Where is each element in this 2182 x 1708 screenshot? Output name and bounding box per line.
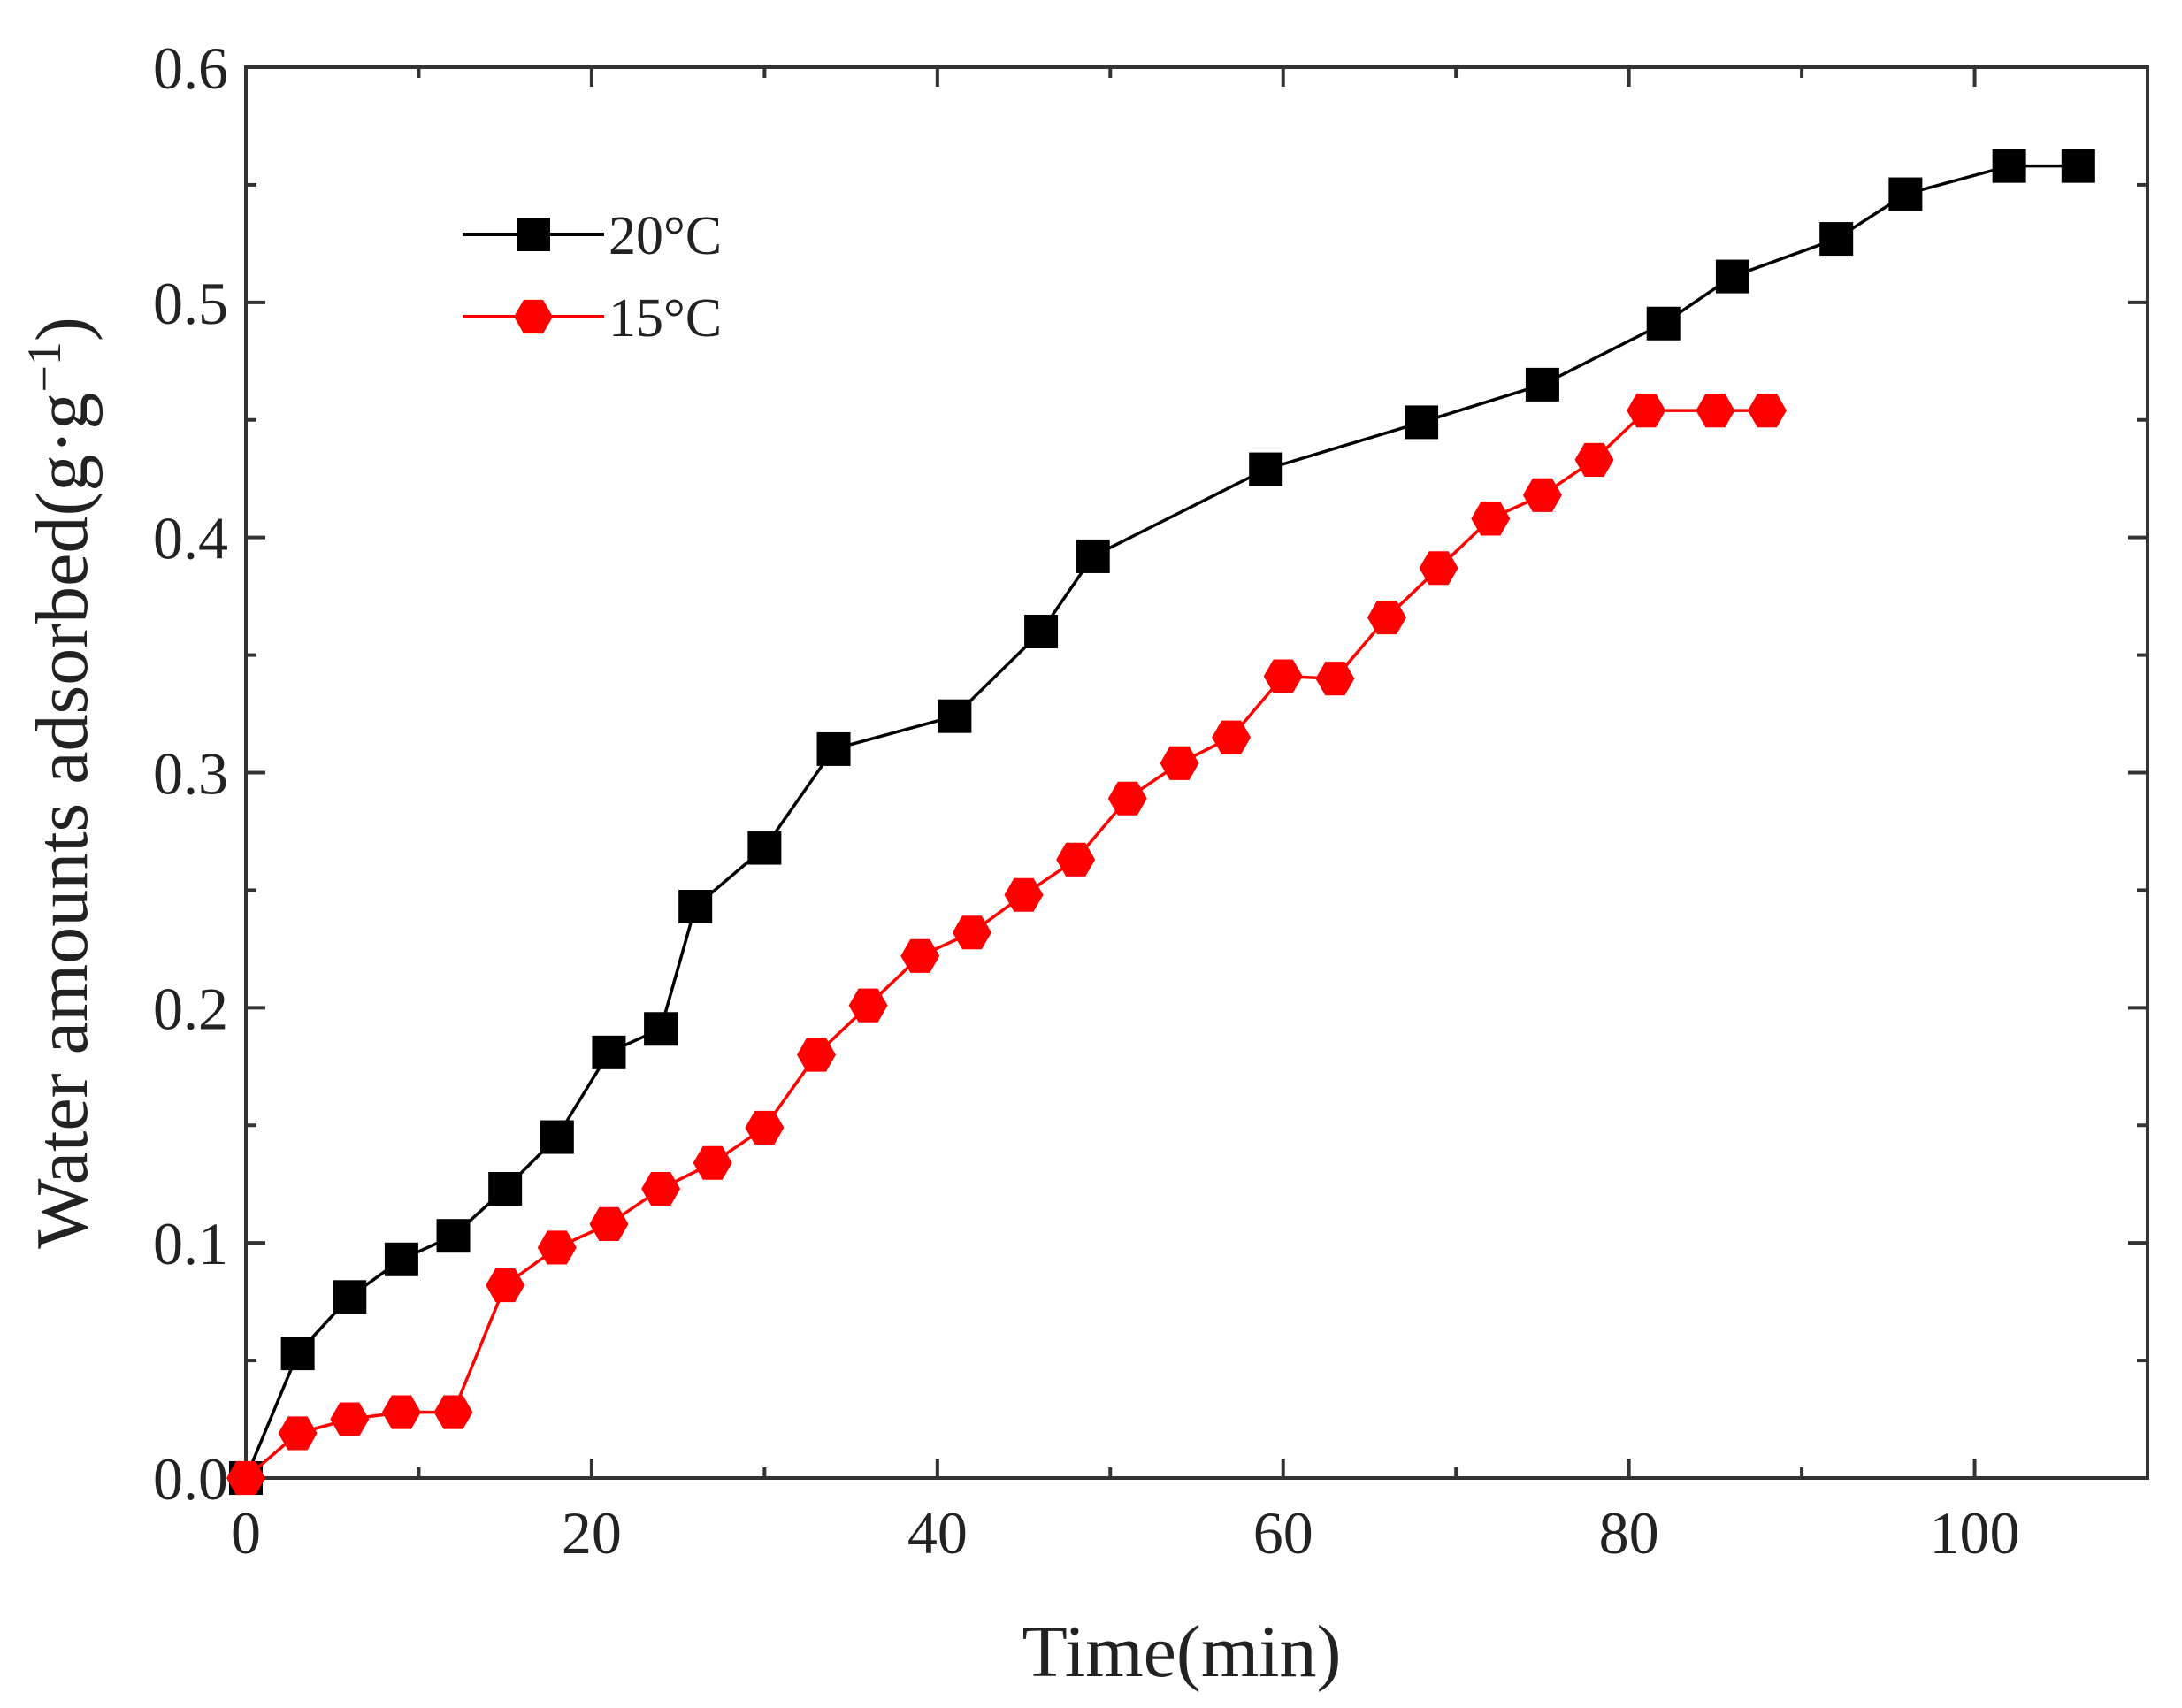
data-point [1263, 659, 1303, 693]
data-point [1646, 306, 1681, 341]
x-tick-label: 0 [231, 1499, 261, 1566]
data-point [952, 915, 991, 950]
x-axis-label: Time(min) [1022, 1611, 1342, 1693]
data-point [1212, 720, 1252, 754]
data-point [1627, 394, 1666, 428]
data-point [1160, 746, 1199, 780]
y-axis-ticks: 0.0 0.1 0.2 0.3 0.4 0.5 0.6 [153, 34, 2148, 1513]
series-layer [226, 149, 2095, 1496]
data-point [433, 1395, 473, 1429]
data-point [280, 1337, 315, 1371]
data-point [592, 1035, 626, 1069]
data-point [938, 699, 972, 733]
data-point [797, 1038, 836, 1072]
data-point [1249, 452, 1283, 486]
data-point [816, 731, 851, 766]
data-point [381, 1395, 421, 1429]
data-point [1696, 394, 1735, 428]
data-point [1574, 442, 1614, 477]
y-tick-label: 0.1 [153, 1210, 228, 1277]
data-point [641, 1172, 681, 1206]
x-axis-ticks: 0 20 40 60 80 100 [231, 67, 2020, 1566]
legend-marker [514, 299, 553, 334]
data-point [1004, 877, 1044, 912]
y-tick-label: 0.2 [153, 975, 228, 1042]
data-point [384, 1242, 418, 1276]
data-point [678, 890, 713, 924]
data-point [693, 1145, 732, 1180]
x-tick-label: 100 [1930, 1499, 2020, 1566]
data-point [1522, 478, 1562, 512]
legend: 20°C 15°C [463, 206, 722, 348]
data-point [1992, 149, 2026, 183]
legend-entry: 15°C [463, 288, 722, 348]
y-tick-label: 0.0 [153, 1445, 228, 1513]
y-tick-label: 0.4 [153, 505, 228, 572]
x-tick-label: 80 [1599, 1499, 1659, 1566]
data-point [1525, 367, 1559, 402]
series-red [226, 394, 1787, 1496]
data-point [1056, 842, 1096, 877]
data-point [1748, 394, 1787, 428]
series-line [244, 409, 1767, 1480]
data-point [1888, 177, 1923, 211]
data-point [848, 988, 888, 1023]
y-axis-label-close: ) [21, 317, 103, 341]
data-point [900, 938, 940, 973]
x-tick-label: 60 [1253, 1499, 1313, 1566]
data-point [537, 1230, 577, 1265]
x-tick-label: 40 [907, 1499, 968, 1566]
data-point [589, 1206, 629, 1241]
y-axis-label-superscript: −1 [18, 341, 71, 392]
data-point [226, 1460, 265, 1496]
data-point [486, 1268, 525, 1303]
legend-label: 20°C [609, 206, 722, 266]
y-axis-label-main: Water amounts adsorbed(g·g [21, 393, 103, 1249]
data-point [436, 1219, 471, 1253]
data-point [278, 1416, 318, 1451]
data-point [1076, 539, 1110, 573]
y-axis-label: Water amounts adsorbed(g·g−1) [18, 317, 103, 1249]
data-point [1024, 615, 1059, 648]
data-point [330, 1402, 370, 1436]
data-point [1405, 405, 1439, 440]
data-point [1819, 222, 1854, 257]
data-point [1471, 502, 1511, 536]
data-point [747, 831, 782, 865]
legend-entry: 20°C [463, 206, 722, 266]
data-point [1367, 601, 1406, 635]
data-point [745, 1110, 785, 1145]
data-point [1315, 662, 1355, 696]
y-tick-label: 0.3 [153, 740, 228, 808]
data-point [333, 1280, 367, 1314]
data-point [1419, 551, 1458, 586]
y-tick-label: 0.5 [153, 270, 228, 337]
x-tick-label: 20 [562, 1499, 622, 1566]
legend-label: 15°C [609, 288, 722, 348]
y-tick-label: 0.6 [153, 34, 228, 102]
data-point [540, 1120, 574, 1154]
data-point [1715, 259, 1749, 294]
data-point [488, 1172, 523, 1206]
legend-marker [517, 218, 550, 251]
data-point [2061, 149, 2095, 183]
data-point [644, 1012, 678, 1046]
data-point [1107, 781, 1147, 816]
